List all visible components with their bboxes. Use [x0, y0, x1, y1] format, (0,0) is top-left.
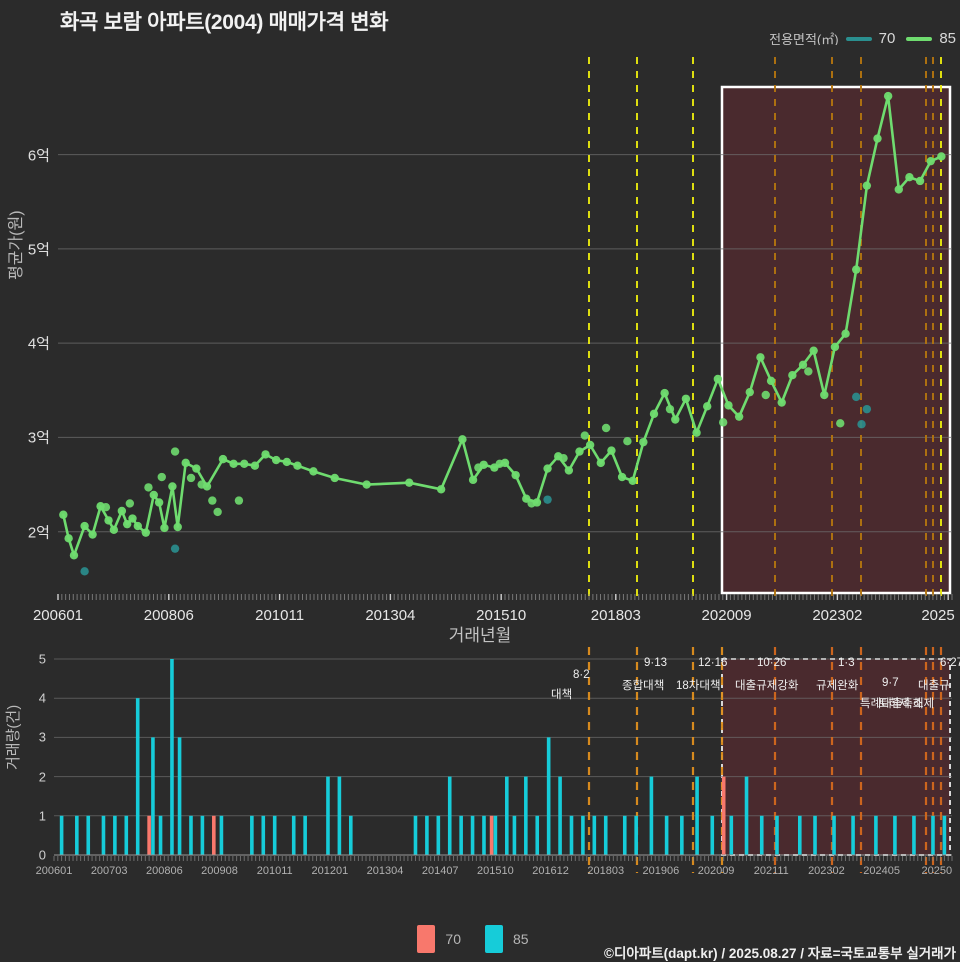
price-x-tick: 200806 — [143, 607, 194, 624]
price-y-tick: 3억 — [27, 429, 50, 447]
volume-x-tick: 201407 — [421, 865, 459, 877]
volume-x-tick: 202111 — [753, 865, 789, 877]
annotation-text: 종합대책 — [622, 680, 665, 692]
price-y-tick: 4억 — [27, 335, 50, 353]
volume-y-tick: 3 — [38, 729, 46, 745]
volume-x-tick: 200703 — [90, 865, 128, 877]
volume-x-tick: 202405 — [863, 865, 900, 877]
legend-top-title: 전용면적(㎡) — [769, 32, 839, 47]
volume-y-tick: 2 — [38, 769, 46, 785]
volume-x-tick: 20250 — [921, 865, 953, 877]
volume-x-tick: 200806 — [145, 865, 183, 877]
legend-swatch-70 — [845, 36, 872, 41]
annotation-date: 6·27 — [940, 657, 960, 669]
legend-label-85: 85 — [939, 30, 956, 47]
annotation-text: 규제완화 — [816, 680, 859, 692]
volume-x-tick: 200908 — [201, 865, 238, 877]
legend-swatch-85 — [906, 36, 933, 41]
footer-credit: ©디아파트(dapt.kr) / 2025.08.27 / 자료=국토교통부 실… — [604, 946, 956, 961]
price-x-tick: 201304 — [365, 607, 416, 624]
annotation-text: 18차대책 — [676, 680, 721, 692]
annotation-text: 토허제 해제 — [878, 698, 935, 710]
volume-x-tick: 200601 — [35, 865, 73, 877]
price-y-tick: 6억 — [27, 147, 50, 165]
volume-x-tick: 201201 — [311, 865, 349, 877]
price-x-axis-label: 거래년월 — [448, 626, 512, 645]
annotation-text: 대출규 — [918, 680, 950, 692]
annotation-date: 9·7 — [882, 677, 899, 689]
legend-bottom-swatch-85 — [485, 925, 503, 953]
volume-x-tick: 201906 — [642, 865, 680, 877]
price-x-tick: 202009 — [701, 607, 752, 624]
annotation-text: 대출규제강화 — [735, 680, 799, 692]
price-x-tick: 201803 — [590, 607, 641, 624]
annotation-date: 10·26 — [757, 657, 787, 669]
legend-bottom-label-70: 70 — [445, 931, 461, 947]
volume-x-tick: 201612 — [532, 865, 569, 877]
price-plot-svg — [0, 45, 960, 600]
legend-bottom-label-85: 85 — [513, 931, 529, 947]
volume-x-tick: 202302 — [808, 865, 845, 877]
price-x-tick: 201510 — [476, 607, 527, 624]
annotation-date: 12·16 — [698, 657, 728, 669]
annotation-text: 특례대출축소 — [860, 698, 924, 710]
annotation-date: 8·2 — [573, 669, 590, 681]
price-y-tick: 2억 — [27, 524, 50, 542]
volume-x-tick: 201510 — [477, 865, 514, 877]
page-title: 화곡 보람 아파트(2004) 매매가격 변화 — [60, 11, 389, 34]
price-y-axis-label: 평균가(원) — [2, 210, 26, 280]
price-chart: 평균가(원) 2억 3억 4억 5억 6억 200601 200806 201011 2013… — [0, 45, 960, 645]
price-x-tick: 200601 — [32, 607, 84, 624]
volume-x-tick: 202009 — [697, 865, 735, 877]
annotation-text: 대책 — [551, 689, 573, 701]
annotation-date: 1·3 — [838, 657, 855, 669]
legend-label-70: 70 — [878, 30, 896, 47]
volume-x-tick: 201803 — [587, 865, 625, 877]
volume-y-axis-label: 거래량(건) — [2, 705, 23, 770]
annotation-date: 9·13 — [644, 657, 668, 669]
volume-plot-svg — [0, 645, 960, 890]
volume-y-tick: 0 — [38, 847, 46, 863]
volume-y-tick: 5 — [38, 651, 46, 667]
volume-x-tick: 201011 — [256, 865, 293, 877]
legend-bottom: 70 85 — [0, 925, 960, 953]
volume-x-tick: 201304 — [366, 865, 404, 877]
price-y-tick: 5억 — [27, 241, 50, 259]
legend-top: 전용면적(㎡) 70 85 — [769, 29, 960, 48]
volume-chart: 0 1 2 3 4 5 200601 200703 200806 200908 201011 201… — [0, 645, 960, 890]
price-x-tick: 2025 — [921, 607, 955, 624]
price-x-tick: 201011 — [255, 607, 305, 624]
volume-y-tick: 1 — [38, 808, 46, 824]
legend-bottom-swatch-70 — [417, 925, 436, 953]
price-x-tick: 202302 — [812, 607, 863, 624]
volume-y-tick: 4 — [38, 690, 46, 706]
